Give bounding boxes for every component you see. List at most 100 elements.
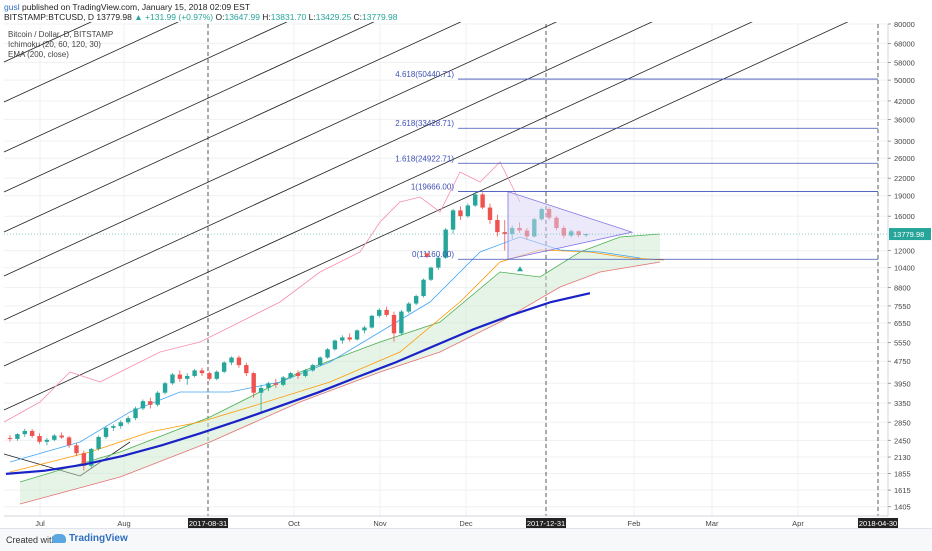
price-tick-label: 19000 bbox=[894, 192, 915, 201]
candle-body bbox=[377, 309, 382, 316]
candle-body bbox=[199, 370, 205, 374]
price-tick-label: 8800 bbox=[894, 284, 911, 293]
fib-label: 1.618(24922.71) bbox=[395, 154, 454, 163]
candle-body bbox=[221, 362, 227, 372]
candle bbox=[399, 309, 404, 336]
price-chart[interactable]: 4.618(50440.71) 2.618(33428.71) 1.618(2492… bbox=[0, 22, 932, 528]
candle bbox=[436, 255, 441, 270]
price-tick-label: 1405 bbox=[894, 503, 911, 512]
price-tick-label: 2450 bbox=[894, 436, 911, 445]
author-link[interactable]: gusl bbox=[4, 2, 20, 12]
candle-body bbox=[89, 448, 94, 466]
candle-body bbox=[303, 370, 308, 376]
candle-body bbox=[59, 435, 64, 438]
time-tick-label: 2017-12-31 bbox=[527, 519, 565, 528]
candle bbox=[221, 361, 227, 374]
last-price-label: 13779.98 bbox=[893, 230, 924, 239]
legend-ichimoku[interactable]: Ichimoku (20, 60, 120, 30) bbox=[8, 40, 101, 49]
candle bbox=[81, 450, 87, 471]
price-tick-label: 2130 bbox=[894, 453, 911, 462]
candle bbox=[369, 314, 375, 329]
candle bbox=[317, 356, 323, 367]
fib-label: 0(11160.00) bbox=[412, 250, 454, 259]
candle bbox=[89, 447, 94, 468]
symbol-label: BITSTAMP:BTCUSD, D bbox=[4, 12, 95, 22]
fib-label: 4.618(50440.71) bbox=[395, 70, 454, 79]
time-tick-label: Apr bbox=[792, 519, 804, 528]
candle-body bbox=[44, 439, 50, 442]
candle bbox=[162, 381, 168, 395]
candle-body bbox=[244, 365, 249, 374]
time-tick-label: 2018-04-30 bbox=[859, 519, 897, 528]
time-tick-label: Oct bbox=[288, 519, 301, 528]
candle-body bbox=[436, 257, 441, 268]
candle bbox=[266, 381, 271, 392]
price-tick-label: 50000 bbox=[894, 76, 915, 85]
price-tick-label: 58000 bbox=[894, 58, 915, 67]
fib-label: 2.618(33428.71) bbox=[395, 119, 454, 128]
candle bbox=[44, 437, 50, 446]
candle-body bbox=[288, 373, 293, 378]
candle bbox=[362, 325, 367, 334]
time-tick-label: Jul bbox=[35, 519, 45, 528]
close-value: 13779.98 bbox=[362, 12, 398, 22]
candle-body bbox=[103, 427, 109, 437]
candle-body bbox=[399, 311, 404, 334]
candle bbox=[125, 416, 131, 425]
channel-line bbox=[3, 22, 653, 321]
candle bbox=[340, 335, 345, 344]
candle bbox=[391, 311, 397, 342]
publish-line: gusl published on TradingView.com, Janua… bbox=[4, 2, 250, 12]
candle-body bbox=[15, 434, 20, 439]
candle-body bbox=[465, 205, 471, 217]
triangle-pattern bbox=[507, 191, 634, 260]
chart-header: gusl published on TradingView.com, Janua… bbox=[0, 0, 932, 22]
price-tick-label: 3350 bbox=[894, 399, 911, 408]
tradingview-logo[interactable]: TradingView bbox=[52, 533, 128, 544]
candle-body bbox=[443, 229, 448, 258]
candle bbox=[229, 356, 234, 366]
candle-body bbox=[29, 430, 35, 437]
candle bbox=[487, 203, 493, 224]
footer-bar: Created with TradingView bbox=[0, 528, 932, 551]
tradingview-brand: TradingView bbox=[69, 533, 128, 544]
candle bbox=[473, 191, 478, 207]
candle-body bbox=[369, 315, 375, 328]
cloud-fill bbox=[20, 234, 660, 504]
legend-ema[interactable]: EMA (200, close) bbox=[8, 50, 69, 59]
candle bbox=[170, 373, 175, 385]
candle-body bbox=[421, 279, 426, 297]
legend-title: Bitcoin / Dollar, D, BITSTAMP bbox=[8, 30, 114, 39]
candle-body bbox=[266, 383, 271, 388]
candle-body bbox=[406, 303, 411, 312]
candle-body bbox=[258, 387, 264, 393]
candle bbox=[199, 367, 205, 376]
candle bbox=[347, 333, 352, 342]
low-value: 13429.25 bbox=[315, 12, 352, 22]
candle-body bbox=[487, 207, 493, 221]
time-tick-label: Nov bbox=[373, 519, 387, 528]
candle-body bbox=[480, 194, 485, 208]
candle-body bbox=[229, 357, 234, 363]
candle bbox=[495, 214, 500, 237]
open-label: O: bbox=[215, 12, 225, 22]
candle-body bbox=[340, 337, 345, 341]
time-label-badge bbox=[526, 518, 566, 528]
up-arrow-icon: ▲ bbox=[134, 12, 143, 22]
candle-body bbox=[207, 373, 212, 379]
candles bbox=[7, 191, 589, 471]
channel-lines bbox=[3, 22, 849, 477]
candle-body bbox=[473, 194, 478, 206]
fib-levels: 4.618(50440.71) 2.618(33428.71) 1.618(2492… bbox=[395, 70, 878, 260]
low-label: L: bbox=[308, 12, 316, 22]
candle-body bbox=[52, 435, 57, 440]
down-marker-icon bbox=[424, 253, 430, 259]
price-tick-label: 1615 bbox=[894, 486, 911, 495]
time-axis: Jul Aug 2017-08-31 Oct Nov Dec 2017-12-31 Feb Ma… bbox=[4, 515, 898, 528]
candle bbox=[103, 426, 109, 439]
channel-line bbox=[3, 22, 849, 411]
candle bbox=[118, 420, 123, 429]
candle-body bbox=[347, 337, 352, 340]
candle bbox=[155, 391, 160, 407]
candle bbox=[251, 371, 256, 398]
